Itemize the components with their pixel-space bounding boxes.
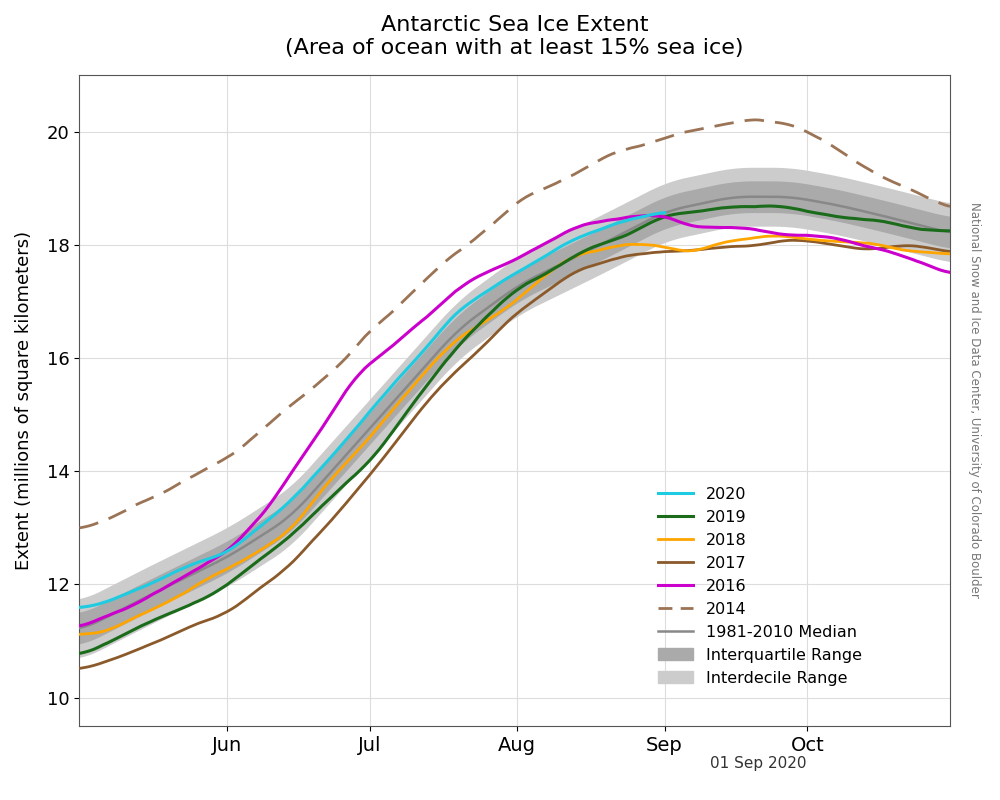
- Legend: 2020, 2019, 2018, 2017, 2016, 2014, 1981-2010 Median, Interquartile Range, Inter: 2020, 2019, 2018, 2017, 2016, 2014, 1981…: [651, 480, 868, 692]
- Y-axis label: Extent (millions of square kilometers): Extent (millions of square kilometers): [15, 231, 33, 570]
- Title: Antarctic Sea Ice Extent
(Area of ocean with at least 15% sea ice): Antarctic Sea Ice Extent (Area of ocean …: [285, 15, 744, 58]
- Text: National Snow and Ice Data Center, University of Colorado Boulder: National Snow and Ice Data Center, Unive…: [968, 202, 982, 598]
- Text: 01 Sep 2020: 01 Sep 2020: [710, 756, 807, 771]
